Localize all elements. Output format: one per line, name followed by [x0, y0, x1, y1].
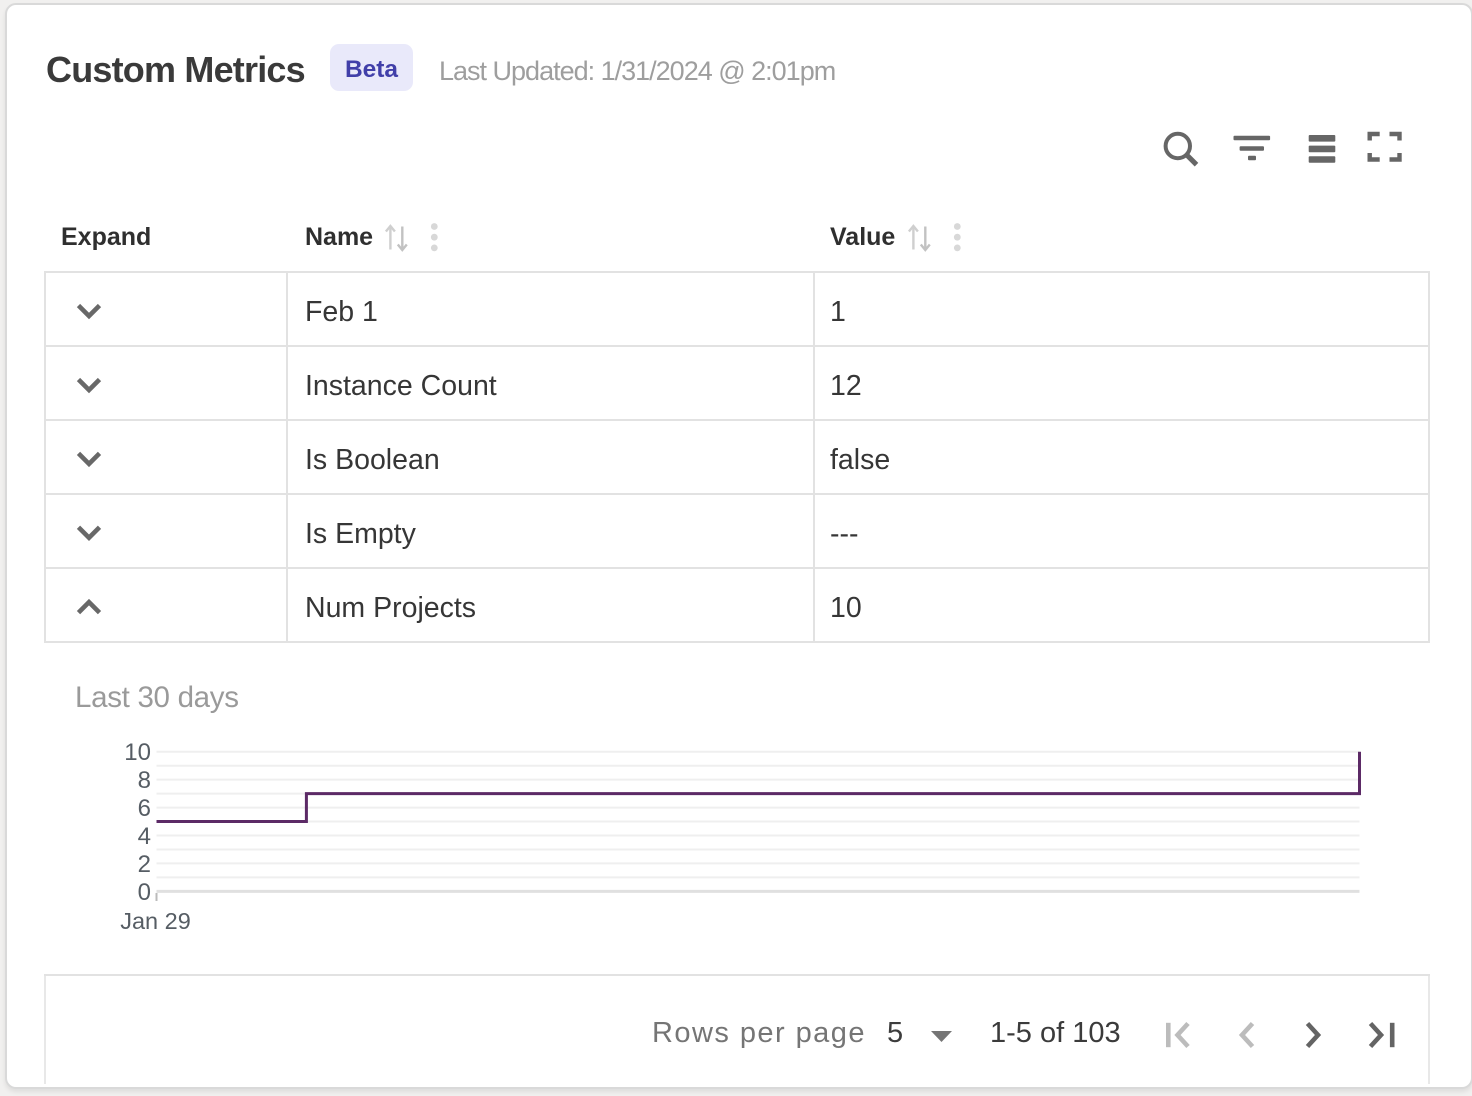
svg-text:Jan 29: Jan 29 [120, 908, 191, 934]
svg-text:8: 8 [138, 767, 151, 794]
svg-text:6: 6 [138, 795, 151, 822]
svg-text:2: 2 [138, 851, 151, 878]
svg-text:10: 10 [124, 739, 151, 766]
svg-text:4: 4 [138, 823, 151, 850]
svg-text:0: 0 [138, 879, 151, 906]
